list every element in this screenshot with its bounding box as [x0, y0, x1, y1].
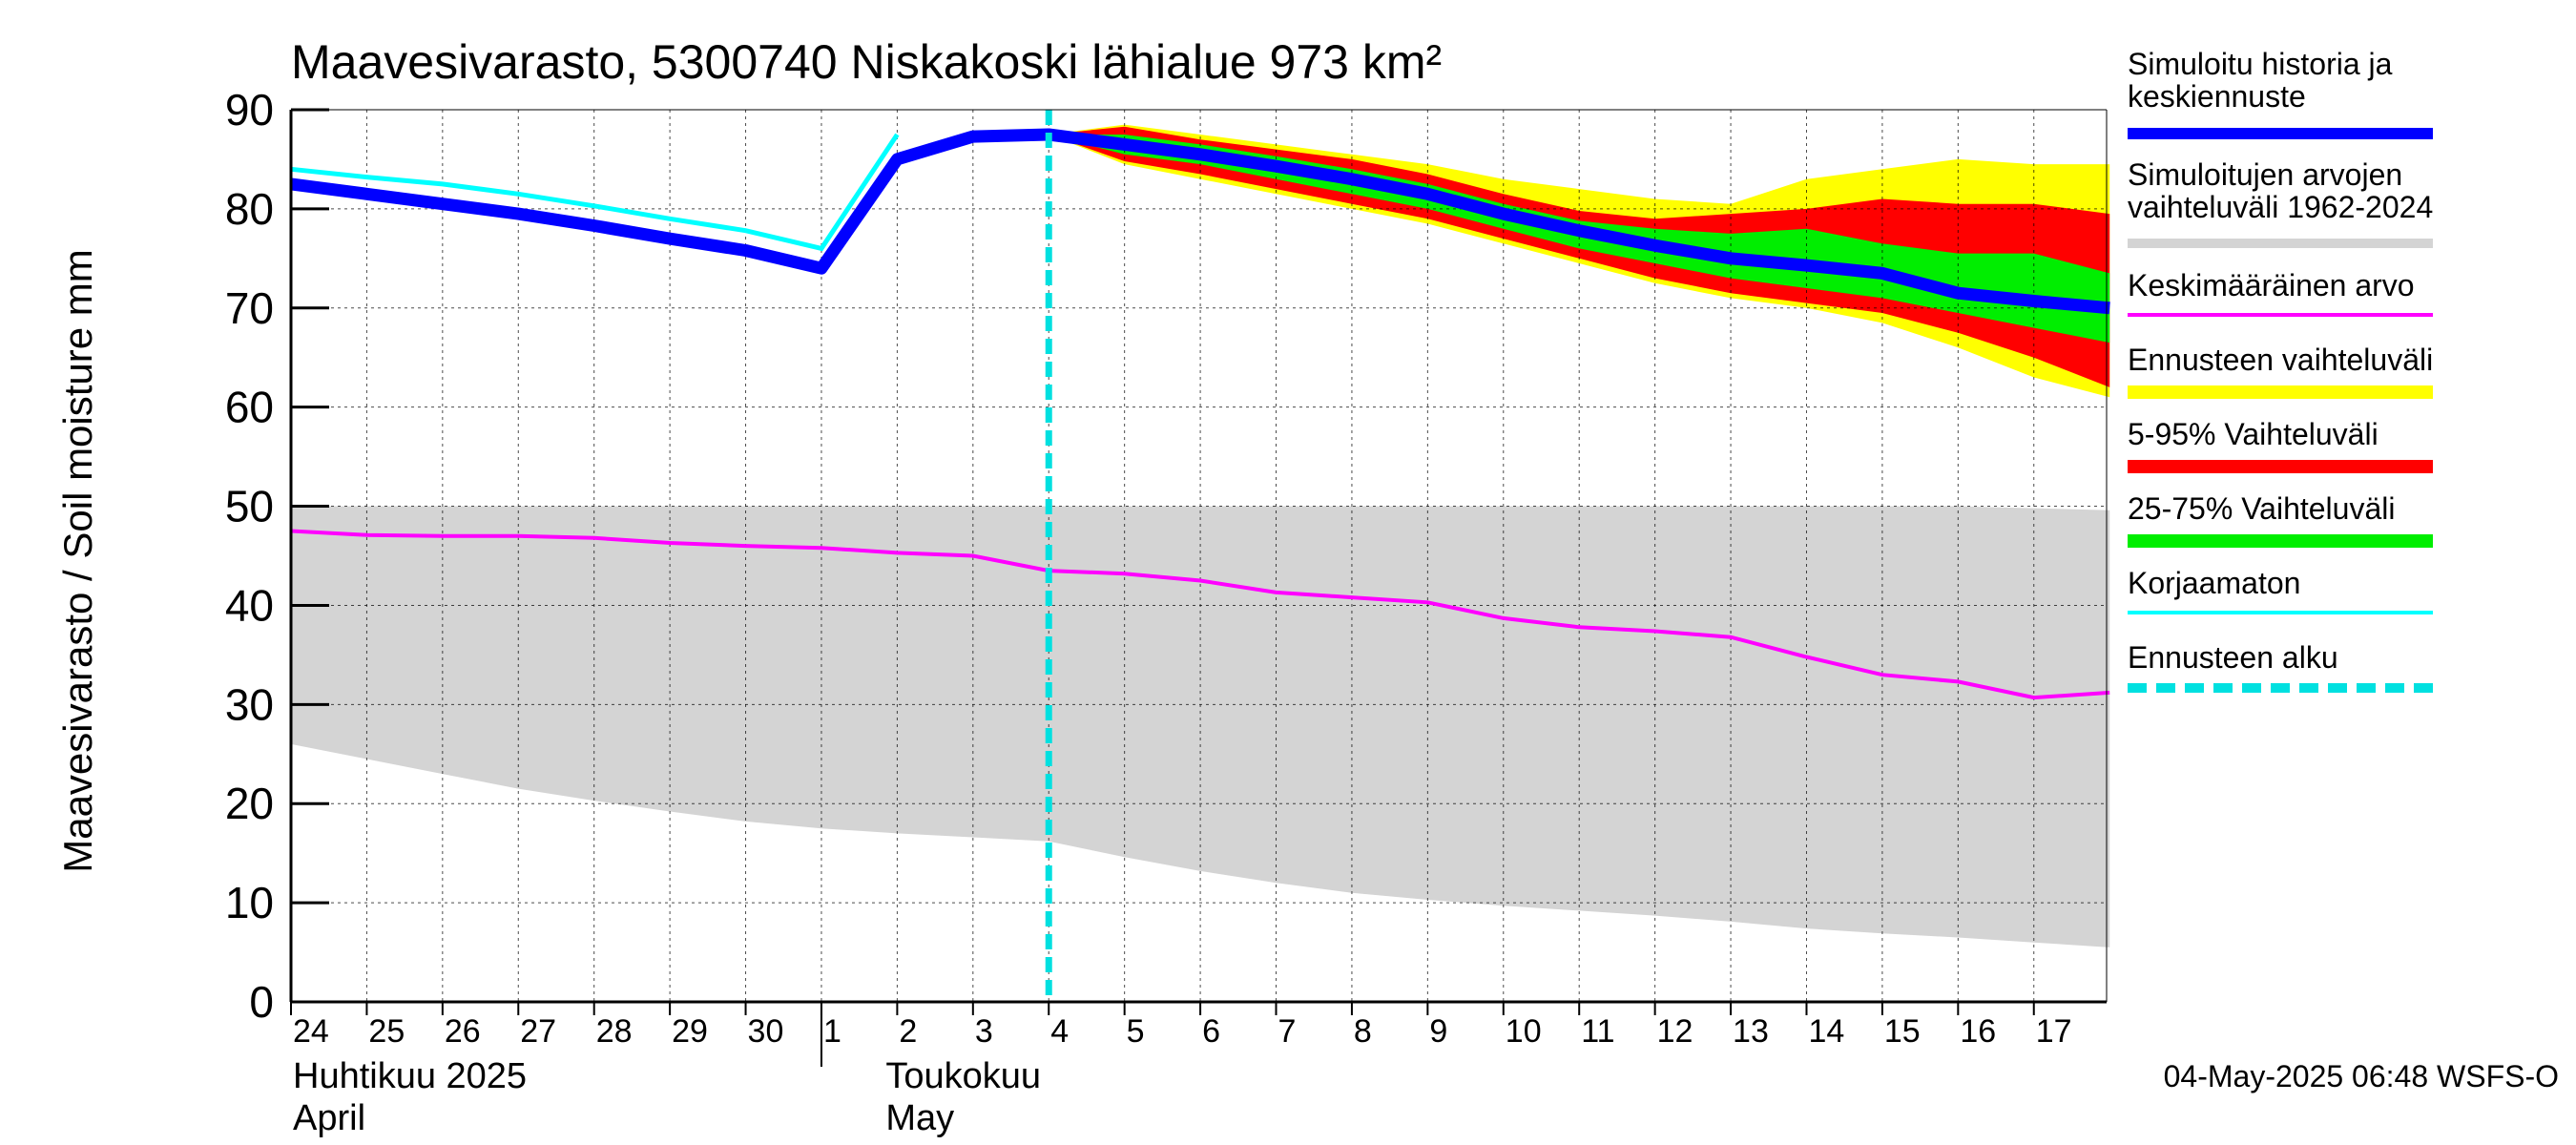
- legend-label-forecast-range: Ennusteen vaihteluväli: [2128, 343, 2434, 377]
- legend-swatch-uncorrected: [2128, 611, 2433, 614]
- x-day-label: 15: [1884, 1013, 1921, 1050]
- x-day-label: 16: [1960, 1013, 1996, 1050]
- y-tick-label: 20: [225, 779, 274, 828]
- legend-label-mean: Keskimääräinen arvo: [2128, 268, 2415, 302]
- x-day-label: 2: [899, 1013, 917, 1050]
- simulated-line: [290, 128, 2110, 315]
- legend-label-history-range: Simuloitujen arvojen vaihteluväli 1962-2…: [2128, 157, 2434, 224]
- chart-title: Maavesivarasto, 5300740 Niskakoski lähia…: [291, 35, 1442, 89]
- month-label-en: May: [885, 1098, 954, 1138]
- y-tick-label: 0: [249, 977, 274, 1027]
- month-label-fi: Toukokuu: [885, 1056, 1041, 1096]
- x-day-label: 13: [1733, 1013, 1769, 1050]
- x-day-label: 5: [1127, 1013, 1145, 1050]
- x-day-label: 30: [748, 1013, 784, 1050]
- timestamp-source: 04-May-2025 06:48 WSFS-O: [2163, 1059, 2559, 1093]
- legend-label-simulated: Simuloitu historia ja keskiennuste: [2128, 47, 2393, 114]
- legend-item-p5-95: 5-95% Vaihteluväli: [2128, 417, 2557, 473]
- legend-swatch-history-range: [2128, 239, 2433, 248]
- mean-line: [290, 529, 2110, 700]
- legend-label-p25-75: 25-75% Vaihteluväli: [2128, 491, 2396, 526]
- y-tick-label: 50: [225, 482, 274, 531]
- x-day-label: 25: [368, 1013, 405, 1050]
- legend-label-uncorrected: Korjaamaton: [2128, 566, 2301, 600]
- legend-swatch-mean: [2128, 313, 2433, 317]
- y-tick-label: 30: [225, 679, 274, 729]
- x-day-label: 27: [520, 1013, 556, 1050]
- legend-swatch-forecast-range: [2128, 385, 2433, 399]
- x-day-label: 14: [1808, 1013, 1844, 1050]
- x-day-label: 24: [293, 1013, 329, 1050]
- y-tick-label: 10: [225, 878, 274, 927]
- x-day-label: 26: [445, 1013, 481, 1050]
- legend-label-forecast-start: Ennusteen alku: [2128, 640, 2338, 675]
- month-label-fi: Huhtikuu 2025: [293, 1056, 527, 1096]
- x-day-label: 8: [1354, 1013, 1372, 1050]
- x-day-label: 11: [1581, 1013, 1614, 1050]
- x-day-label: 6: [1202, 1013, 1220, 1050]
- legend-swatch-simulated: [2128, 128, 2433, 139]
- legend-item-forecast-range: Ennusteen vaihteluväli: [2128, 343, 2557, 399]
- y-tick-label: 70: [225, 283, 274, 333]
- y-tick-label: 90: [225, 85, 274, 135]
- legend-item-forecast-start: Ennusteen alku: [2128, 640, 2557, 693]
- x-day-label: 3: [975, 1013, 993, 1050]
- month-label-en: April: [293, 1098, 365, 1138]
- legend-item-p25-75: 25-75% Vaihteluväli: [2128, 491, 2557, 548]
- y-tick-label: 80: [225, 184, 274, 234]
- x-day-label: 12: [1657, 1013, 1693, 1050]
- y-axis-label: Maavesivarasto / Soil moisture mm: [55, 249, 100, 873]
- x-day-label: 9: [1429, 1013, 1447, 1050]
- y-tick-label: 60: [225, 383, 274, 432]
- legend-swatch-p5-95: [2128, 460, 2433, 473]
- legend-item-uncorrected: Korjaamaton: [2128, 566, 2557, 614]
- x-day-label: 1: [823, 1013, 841, 1050]
- uncorrected-line: [290, 133, 900, 252]
- x-day-label: 29: [672, 1013, 708, 1050]
- legend-swatch-forecast-start: [2128, 683, 2433, 693]
- y-tick-label: 40: [225, 580, 274, 630]
- legend-swatch-p25-75: [2128, 534, 2433, 548]
- legend-item-history-range: Simuloitujen arvojen vaihteluväli 1962-2…: [2128, 157, 2557, 248]
- x-day-label: 4: [1050, 1013, 1069, 1050]
- x-day-label: 17: [2036, 1013, 2072, 1050]
- x-day-label: 28: [596, 1013, 633, 1050]
- legend-label-p5-95: 5-95% Vaihteluväli: [2128, 417, 2379, 451]
- legend-item-simulated: Simuloitu historia ja keskiennuste: [2128, 47, 2557, 139]
- x-day-label: 10: [1506, 1013, 1542, 1050]
- legend-item-mean: Keskimääräinen arvo: [2128, 268, 2557, 317]
- x-day-label: 7: [1278, 1013, 1297, 1050]
